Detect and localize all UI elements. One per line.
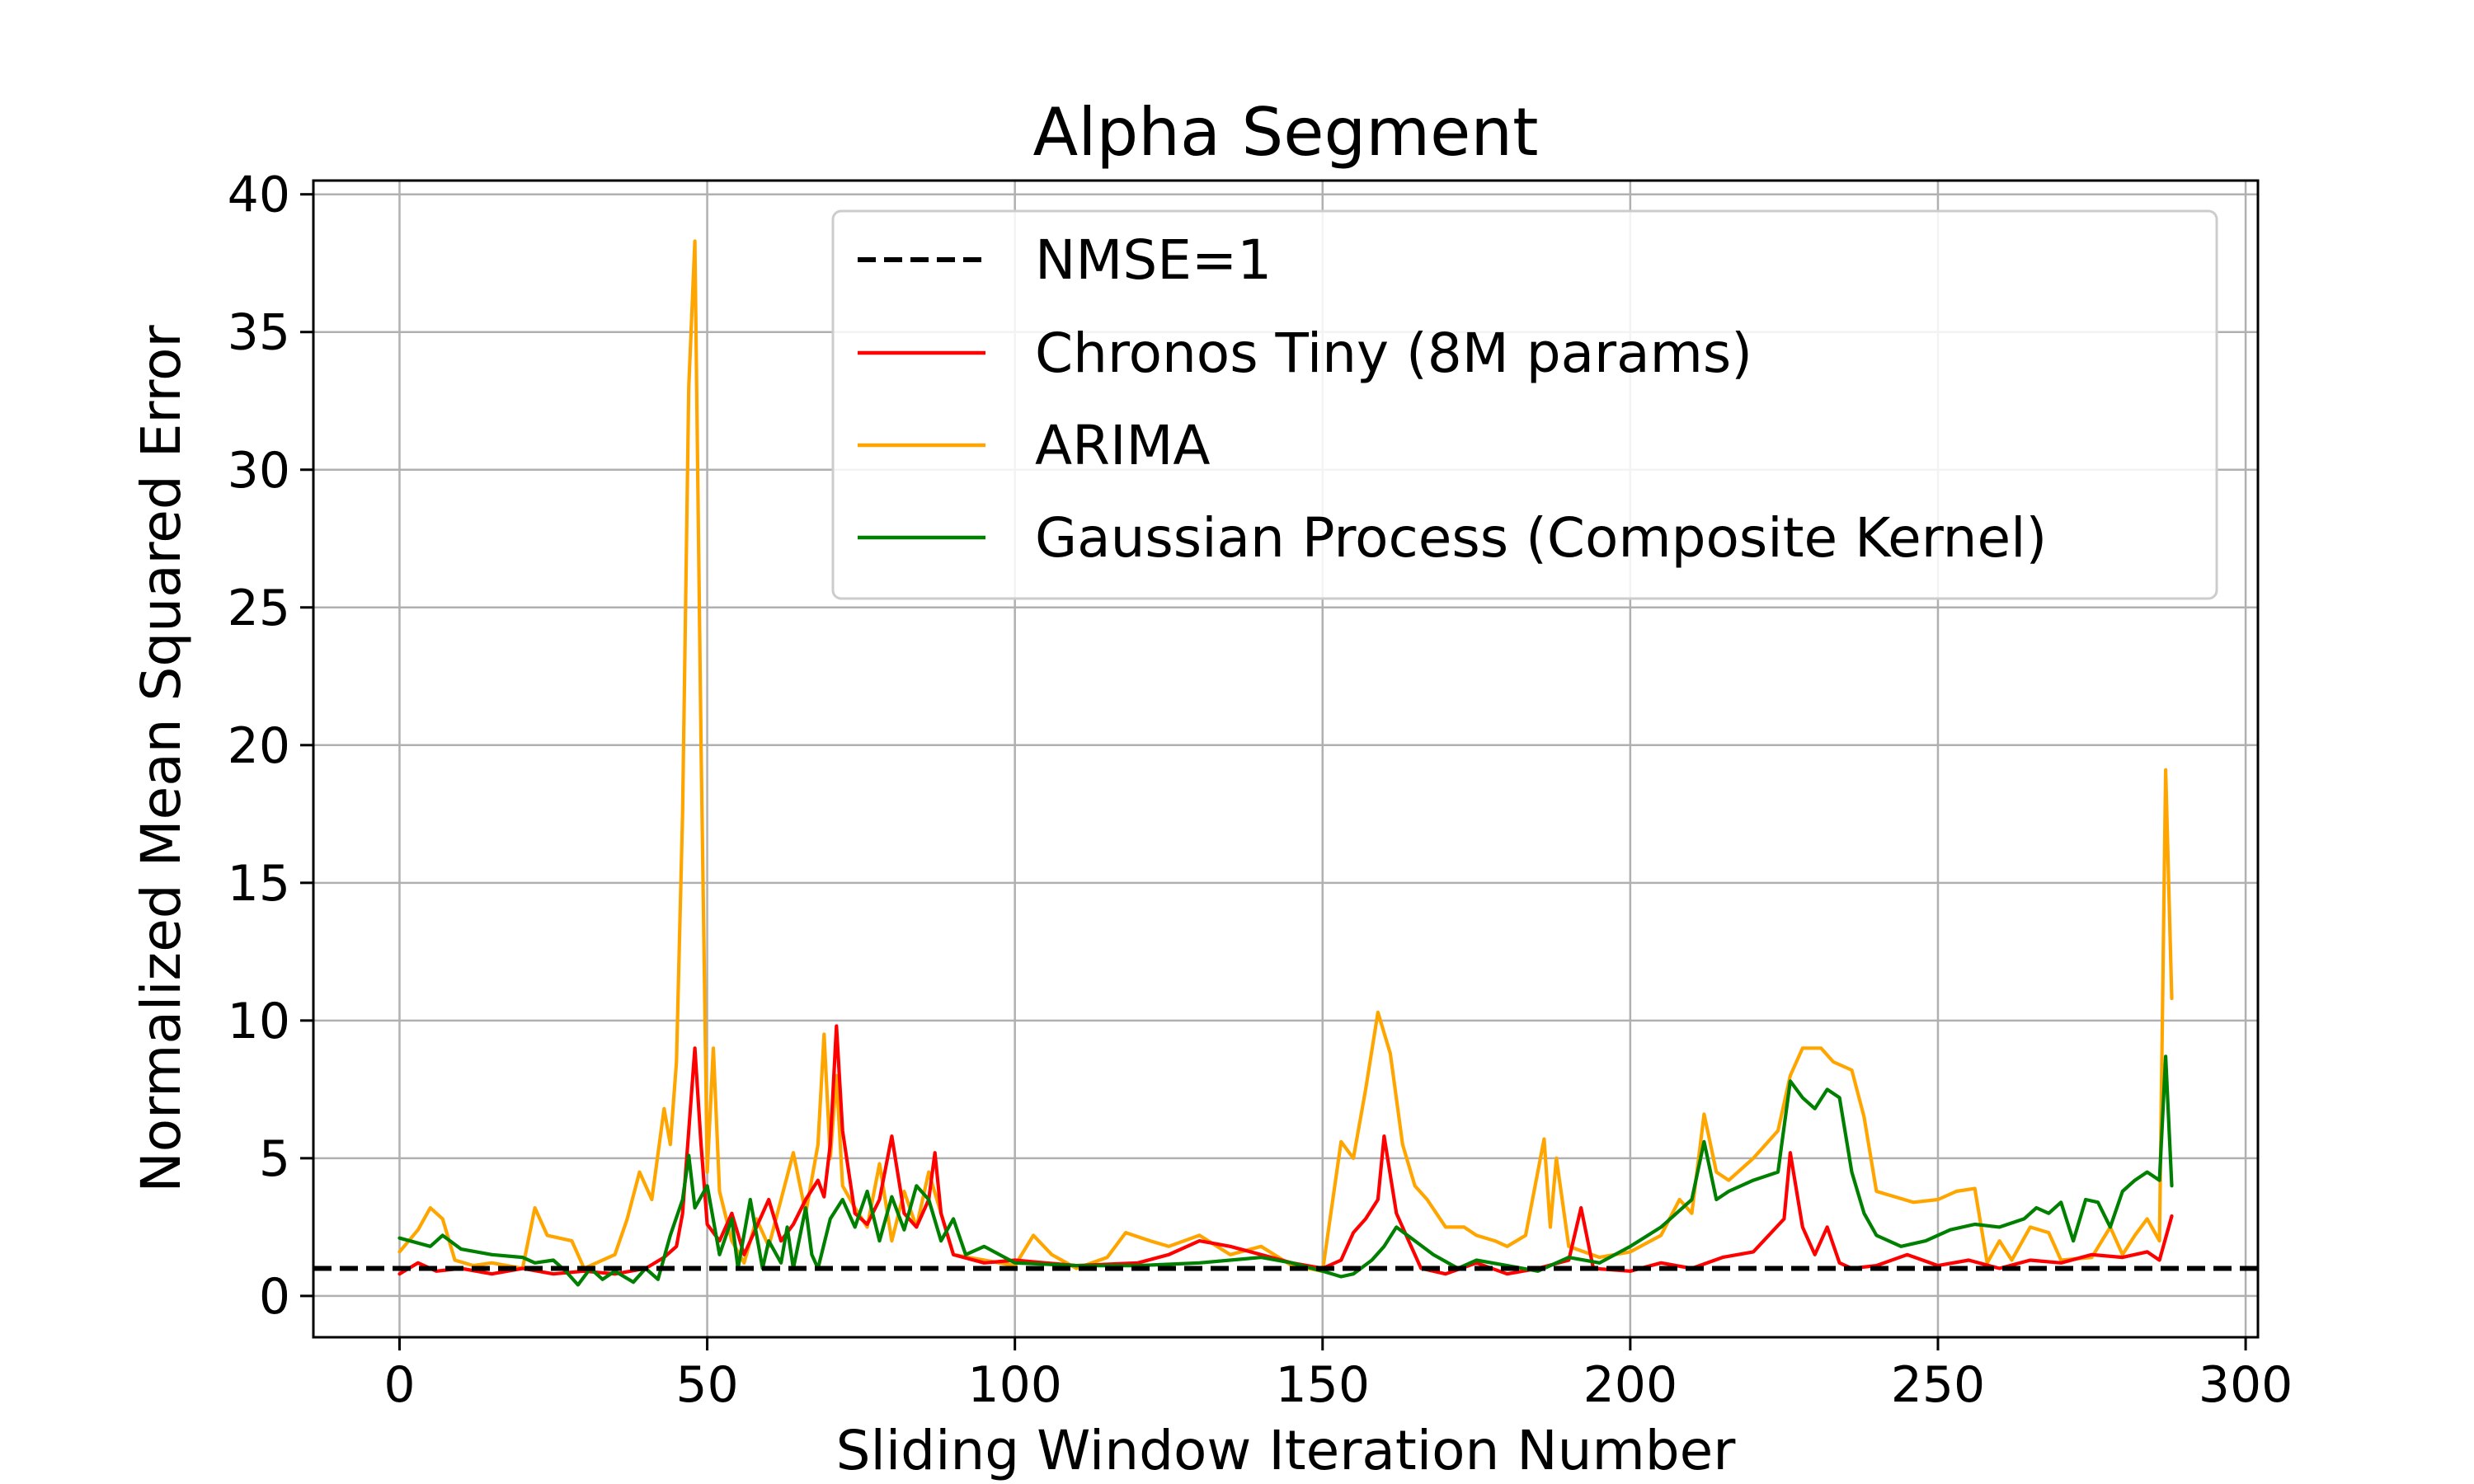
series-line-chronos — [397, 1024, 2174, 1276]
axis-ticks: 0 50 100 150 200 250 300 0 5 10 15 20 25 30 35 40 — [228, 167, 2293, 1414]
y-axis-label: Normalized Mean Squared Error — [129, 325, 193, 1193]
y-tick-label: 20 — [228, 717, 290, 775]
legend-label-chronos: Chronos Tiny (8M params) — [1035, 322, 1752, 385]
y-tick-label: 5 — [259, 1130, 290, 1188]
y-tick-label: 35 — [228, 304, 290, 362]
x-tick-label: 0 — [383, 1356, 415, 1414]
y-tick-label: 15 — [228, 855, 290, 913]
y-tick-label: 30 — [228, 442, 290, 500]
y-tick-label: 10 — [228, 993, 290, 1050]
x-tick-label: 300 — [2199, 1356, 2293, 1414]
legend-label-nmse: NMSE=1 — [1035, 228, 1272, 292]
y-tick-label: 0 — [259, 1268, 290, 1326]
x-tick-label: 150 — [1276, 1356, 1371, 1414]
x-tick-label: 50 — [675, 1356, 738, 1414]
series-line-gaussian-process — [397, 1054, 2174, 1287]
legend-label-arima: ARIMA — [1035, 414, 1211, 477]
plot-frame — [312, 179, 2260, 1339]
x-tick-label: 250 — [1891, 1356, 1986, 1414]
x-tick-label: 200 — [1583, 1356, 1678, 1414]
series-group — [313, 239, 2258, 1287]
chart-title: Alpha Segment — [1033, 94, 1539, 171]
x-tick-label: 100 — [967, 1356, 1062, 1414]
x-axis-label: Sliding Window Iteration Number — [836, 1419, 1737, 1482]
y-tick-label: 40 — [228, 167, 290, 224]
legend-box — [831, 209, 2218, 600]
series-line-arima — [397, 239, 2174, 1273]
y-tick-label: 25 — [228, 580, 290, 637]
legend-label-gaussian-process: Gaussian Process (Composite Kernel) — [1035, 506, 2047, 570]
legend: NMSE=1 Chronos Tiny (8M params) ARIMA Ga… — [831, 209, 2218, 600]
